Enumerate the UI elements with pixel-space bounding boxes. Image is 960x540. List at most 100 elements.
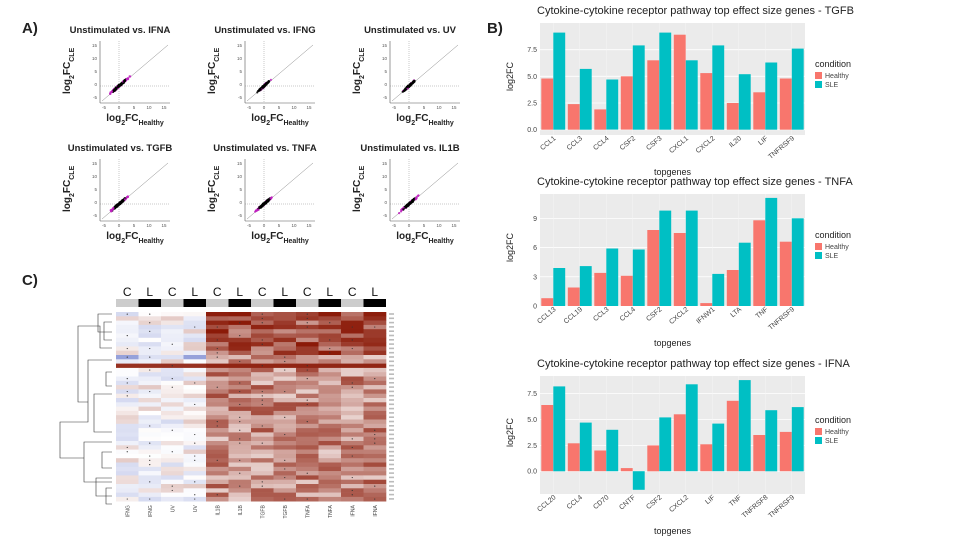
heatmap-cell — [161, 329, 184, 334]
heatmap-cell — [273, 488, 297, 493]
heatmap-cell — [116, 441, 139, 446]
bar-healthy — [567, 287, 580, 306]
heatmap-cell — [138, 342, 162, 347]
heatmap-cell — [251, 372, 274, 377]
heatmap-group-bar — [228, 299, 251, 307]
scatter-svg: log2FCCLE 15 10 5 0 -5 -5 0 5 10 15 log2FCHealthy — [207, 41, 315, 127]
heatmap-cell — [318, 445, 342, 450]
heatmap-cell — [318, 410, 342, 416]
heatmap-cell — [206, 342, 229, 347]
heatmap-cell — [206, 406, 229, 412]
heatmap-significance-dot — [306, 498, 308, 500]
heatmap-cell — [363, 458, 387, 463]
heatmap-row-label — [389, 351, 399, 354]
scatter-point — [400, 208, 403, 211]
heatmap-significance-dot — [329, 339, 331, 341]
scatter-point — [266, 82, 269, 85]
bar-chart-x-tick: CXCL2 — [668, 494, 690, 514]
heatmap-cell — [116, 316, 139, 321]
heatmap-column-label: IFNG — [148, 505, 154, 517]
scatter-point — [262, 85, 265, 88]
heatmap-cell — [318, 363, 342, 369]
heatmap-group-label: L — [191, 285, 198, 299]
heatmap-cell — [363, 462, 387, 468]
heatmap-cell — [116, 453, 139, 459]
heatmap-cell — [183, 355, 207, 360]
heatmap-row-label — [389, 463, 399, 466]
heatmap-cell — [228, 410, 252, 416]
heatmap-row-label — [389, 420, 399, 423]
heatmap-cell — [318, 389, 342, 394]
scatter-x-tick: 15 — [161, 105, 167, 110]
heatmap-cell — [296, 475, 319, 480]
heatmap-cell — [161, 312, 184, 317]
heatmap-cell — [296, 406, 319, 412]
heatmap-cell — [138, 475, 162, 480]
heatmap-cell — [363, 423, 387, 429]
heatmap-significance-dot — [194, 382, 196, 384]
bar-sle — [685, 60, 698, 130]
heatmap-cell — [183, 436, 207, 442]
heatmap-cell — [273, 316, 297, 321]
scatter-plot: Unstimulated vs. IFNG log2FCCLE 15 10 5 0 -5 -5… — [195, 25, 335, 135]
heatmap-cell — [228, 337, 252, 343]
heatmap-panel: C L C L C L C L C L C L IFNG IFNG UV UV IL1B IL1B TGFB TGFB… — [48, 282, 399, 522]
heatmap-cell — [206, 367, 229, 373]
heatmap-significance-dot — [239, 416, 241, 418]
heatmap-row-label — [389, 390, 399, 393]
heatmap-cell — [363, 419, 387, 425]
heatmap-cell — [296, 342, 319, 347]
heatmap-cell — [273, 398, 297, 403]
heatmap-cell — [318, 479, 342, 485]
heatmap-significance-dot — [284, 468, 286, 470]
heatmap-group-label: C — [168, 285, 177, 299]
heatmap-cell — [138, 488, 162, 493]
heatmap-cell — [318, 419, 342, 425]
scatter-point — [255, 209, 258, 212]
heatmap-cell — [341, 410, 364, 416]
heatmap-cell — [206, 428, 229, 433]
heatmap-cell — [228, 479, 252, 485]
scatter-x-tick: 10 — [291, 223, 297, 228]
heatmap-cell — [318, 316, 342, 321]
heatmap-cell — [228, 423, 252, 429]
heatmap-significance-dot — [261, 485, 263, 487]
heatmap-cell — [318, 376, 342, 382]
heatmap-column-label: IFNG — [125, 505, 131, 517]
heatmap-cell — [296, 359, 319, 364]
bar-chart-title: Cytokine-cytokine receptor pathway top e… — [537, 176, 853, 188]
heatmap-cell — [273, 393, 297, 399]
heatmap-cell — [363, 333, 387, 339]
heatmap-row-label — [389, 416, 399, 418]
heatmap-cell — [273, 372, 297, 377]
heatmap-significance-dot — [149, 313, 151, 315]
bar-chart-xlabel: topgenes — [654, 526, 692, 536]
heatmap-cell — [318, 466, 342, 472]
heatmap-cell — [251, 415, 274, 420]
heatmap-row-label — [389, 386, 399, 388]
heatmap-cell — [183, 342, 207, 347]
scatter-ylabel: log2FCCLE — [62, 47, 76, 94]
heatmap-cell — [228, 355, 252, 360]
heatmap-cell — [363, 346, 387, 351]
scatter-x-tick: 0 — [408, 223, 411, 228]
heatmap-significance-dot — [351, 438, 353, 440]
heatmap-cell — [251, 449, 274, 455]
heatmap-cell — [363, 380, 387, 386]
bar-chart-xlabel: topgenes — [654, 167, 692, 177]
heatmap-significance-dot — [374, 438, 376, 440]
scatter-point — [402, 208, 405, 211]
scatter-point — [415, 197, 418, 200]
heatmap-row-label — [389, 472, 399, 474]
heatmap-cell — [183, 415, 207, 420]
bar-chart-legend-label: Healthy — [825, 429, 849, 436]
bar-healthy — [647, 445, 660, 472]
heatmap-cell — [138, 449, 162, 455]
heatmap-cell — [363, 320, 387, 326]
scatter-point — [264, 200, 268, 203]
heatmap-significance-dot — [261, 403, 263, 406]
heatmap-row-label — [389, 446, 399, 449]
heatmap-cell — [341, 415, 364, 420]
heatmap-cell — [363, 466, 387, 472]
heatmap-cell — [363, 488, 387, 493]
